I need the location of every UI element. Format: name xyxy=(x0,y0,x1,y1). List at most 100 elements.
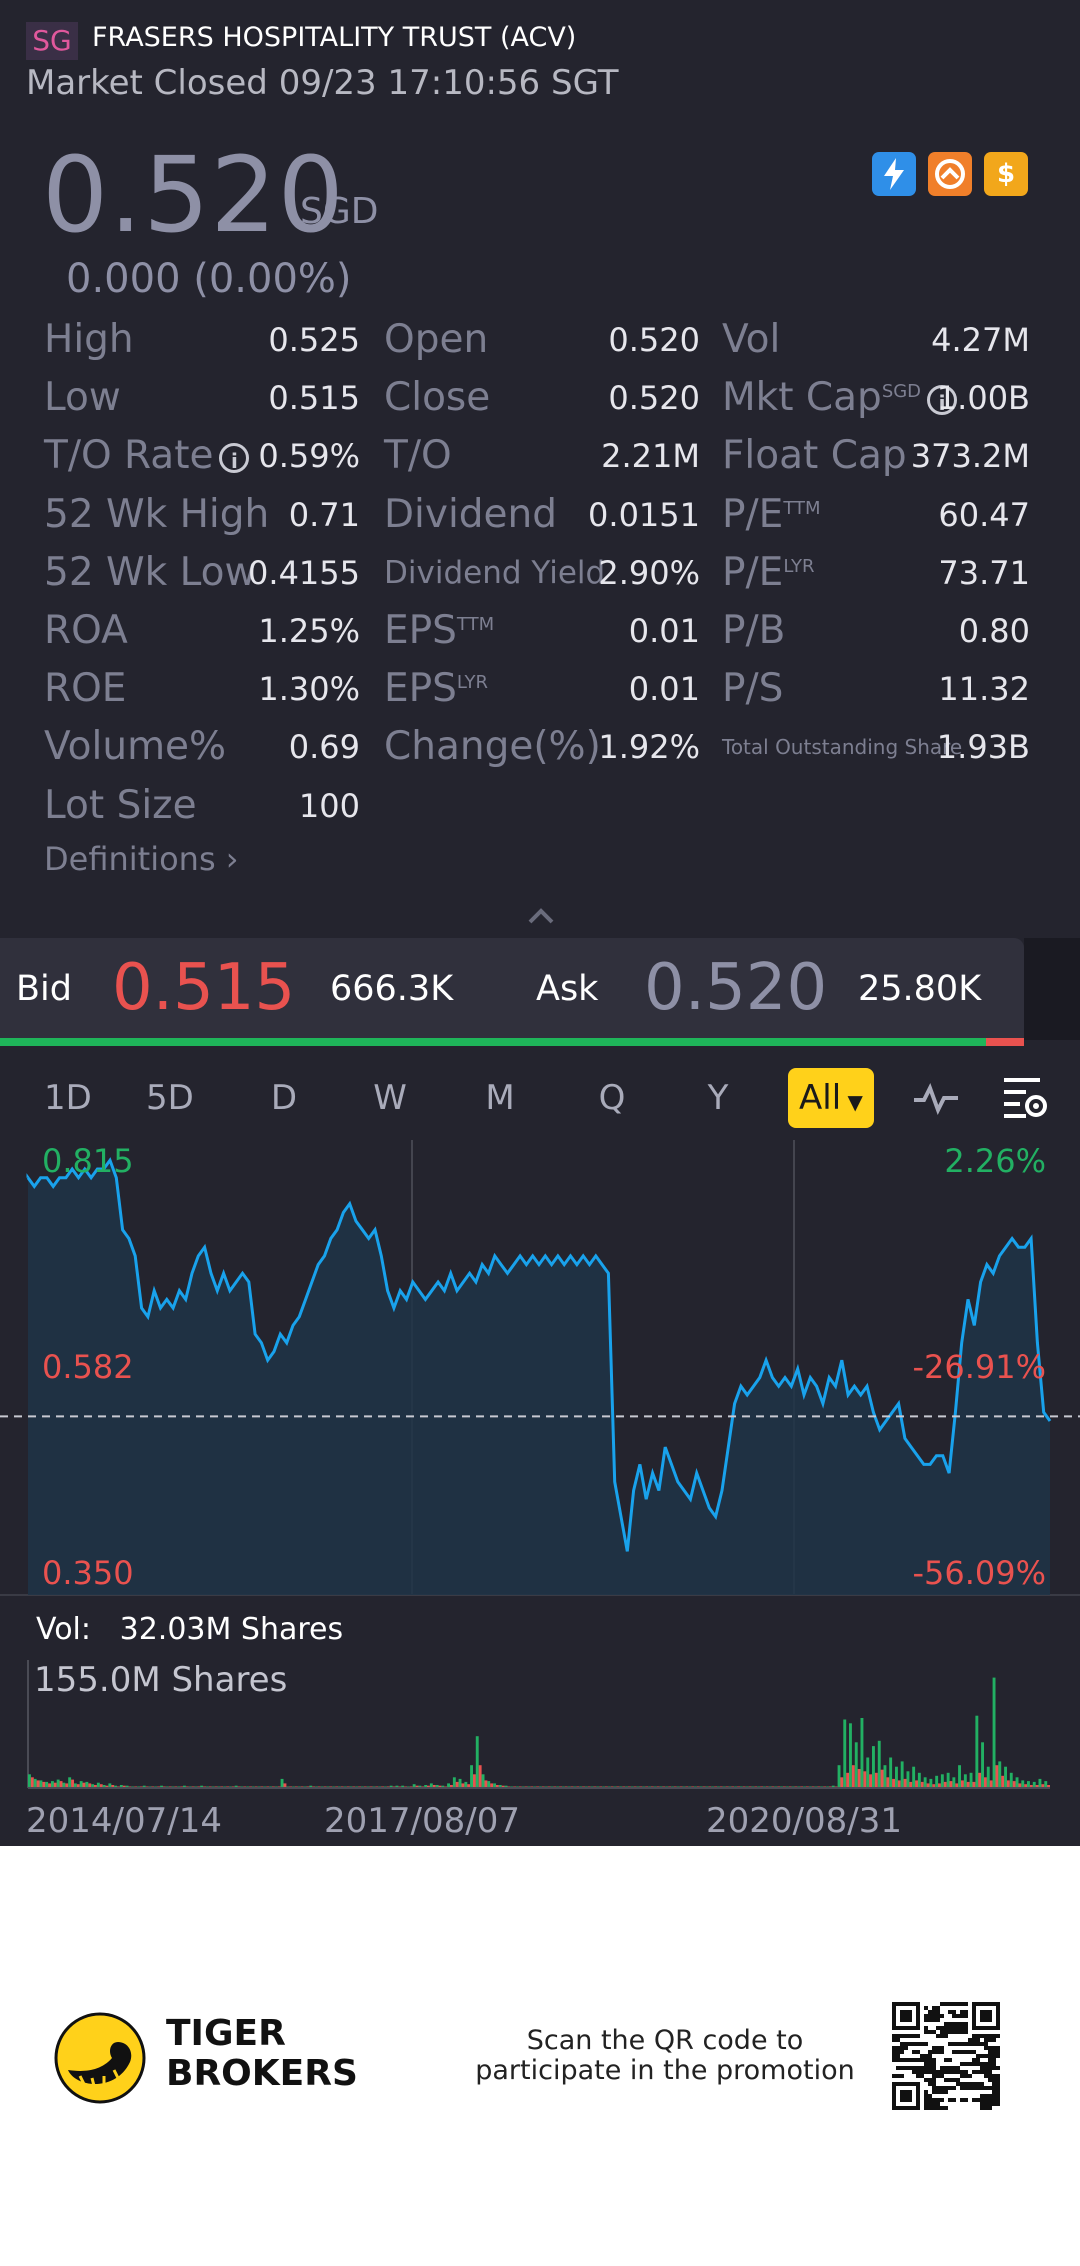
tab-all[interactable]: All ▼ xyxy=(788,1068,874,1128)
y-tick-label: -56.09% xyxy=(912,1554,1046,1592)
volume-bar xyxy=(395,1785,399,1788)
volume-bar xyxy=(461,1783,465,1788)
x-tick-label: 2014/07/14 xyxy=(26,1801,222,1841)
tab-w[interactable]: W xyxy=(373,1078,407,1118)
indicator-icon[interactable] xyxy=(912,1076,960,1124)
volume-bar xyxy=(39,1780,43,1788)
collapse-caret-icon[interactable] xyxy=(526,902,556,932)
volume-bar xyxy=(1044,1781,1048,1788)
volume-bar xyxy=(79,1781,83,1788)
volume-bar xyxy=(68,1777,72,1788)
tiger-logo-icon xyxy=(54,2012,146,2104)
volume-bar xyxy=(874,1772,878,1788)
stat-value: 0.0151 xyxy=(588,495,700,534)
volume-bar xyxy=(897,1780,901,1788)
tab-d[interactable]: D xyxy=(270,1078,298,1118)
stat-label: P/ELYR xyxy=(722,549,815,595)
market-badge: SG xyxy=(26,22,78,60)
volume-bar xyxy=(412,1784,416,1788)
volume-bar xyxy=(88,1783,92,1788)
volume-bar xyxy=(961,1780,964,1788)
volume-bar xyxy=(108,1783,112,1788)
tab-m[interactable]: M xyxy=(485,1078,515,1118)
volume-bar xyxy=(912,1766,916,1788)
volume-bar xyxy=(955,1783,959,1788)
volume-bar xyxy=(51,1781,54,1788)
volume-bar xyxy=(490,1783,494,1788)
volume-bar xyxy=(504,1785,508,1788)
volume-bar xyxy=(1029,1785,1033,1788)
tab-q[interactable]: Q xyxy=(598,1078,626,1118)
volume-bar xyxy=(978,1772,982,1788)
volume-bar xyxy=(998,1761,1002,1788)
lightning-badge-icon[interactable] xyxy=(872,152,916,196)
volume-bar xyxy=(843,1719,847,1788)
volume-bar xyxy=(840,1777,844,1788)
volume-bar xyxy=(952,1777,956,1788)
volume-bar xyxy=(923,1777,927,1788)
stat-label: Float Cap xyxy=(722,433,907,479)
tab-1d[interactable]: 1D xyxy=(44,1078,92,1118)
volume-bar xyxy=(450,1785,453,1788)
volume-bar xyxy=(493,1783,496,1788)
volume-bar xyxy=(920,1781,924,1788)
stat-label: Dividend Yield xyxy=(384,554,606,591)
qr-code-icon[interactable] xyxy=(892,2002,1000,2110)
stat-value: 60.47 xyxy=(938,495,1030,534)
stat-label: Low xyxy=(44,375,121,421)
info-icon[interactable]: i xyxy=(219,442,250,473)
promo-text: Scan the QR code to participate in the pr… xyxy=(475,2025,855,2086)
y-tick-label: 0.815 xyxy=(42,1142,134,1180)
volume-bar xyxy=(441,1785,445,1788)
tab-5d[interactable]: 5D xyxy=(146,1078,194,1118)
price-change: 0.000 (0.00%) xyxy=(66,256,352,302)
volume-bar xyxy=(989,1780,993,1788)
volume-bar xyxy=(863,1771,867,1788)
volume-bar xyxy=(501,1785,505,1788)
volume-bar xyxy=(309,1785,313,1788)
currency-label: SGD xyxy=(300,191,379,232)
stat-label: P/B xyxy=(722,608,786,653)
volume-bar xyxy=(1001,1775,1005,1788)
volume-bar xyxy=(122,1785,126,1788)
info-icon[interactable]: i xyxy=(927,384,958,415)
dropdown-caret-icon: ▼ xyxy=(841,1090,863,1114)
volume-bar xyxy=(438,1785,442,1788)
exchange-badge-icon[interactable] xyxy=(928,152,972,196)
stat-value: 0.525 xyxy=(268,321,360,359)
dollar-badge-icon[interactable]: $ xyxy=(984,152,1028,196)
volume-bar xyxy=(473,1774,476,1788)
volume-bar xyxy=(484,1780,488,1788)
stat-label: T/O xyxy=(384,433,452,479)
volume-bar xyxy=(981,1742,984,1788)
volume-bar xyxy=(1009,1772,1013,1788)
stat-label: P/S xyxy=(722,666,784,712)
volume-bar xyxy=(1027,1781,1030,1788)
stat-value: 1.92% xyxy=(598,728,700,767)
volume-bar xyxy=(85,1781,89,1788)
volume-bar xyxy=(946,1772,950,1788)
volume-bar xyxy=(932,1784,936,1788)
volume-bar xyxy=(73,1783,77,1788)
definitions-link[interactable]: Definitions › xyxy=(44,840,239,878)
ask-label: Ask xyxy=(536,969,599,1009)
stat-label: P/ETTM xyxy=(722,491,821,537)
volume-bar xyxy=(415,1785,419,1788)
volume-bar xyxy=(943,1781,947,1788)
volume-bar xyxy=(909,1781,913,1788)
volume-bar xyxy=(452,1777,456,1788)
tab-y[interactable]: Y xyxy=(707,1078,729,1118)
stat-value: 1.00B xyxy=(936,379,1030,418)
price-chart[interactable]: 0.815 0.582 0.350 2.26% -26.91% -56.09% xyxy=(0,1140,1080,1600)
volume-bar xyxy=(992,1677,996,1788)
stat-label: Lot Size xyxy=(44,782,197,828)
chart-settings-icon[interactable] xyxy=(1000,1074,1050,1124)
volume-bar xyxy=(837,1765,841,1788)
volume-summary: Vol: 32.03M Shares xyxy=(36,1612,344,1647)
volume-bar xyxy=(926,1783,930,1788)
volume-bar xyxy=(94,1785,97,1788)
volume-chart[interactable] xyxy=(0,1660,1080,1792)
volume-bar xyxy=(33,1778,37,1788)
stat-label: ROA xyxy=(44,608,128,653)
stat-value: 0.01 xyxy=(628,612,700,650)
